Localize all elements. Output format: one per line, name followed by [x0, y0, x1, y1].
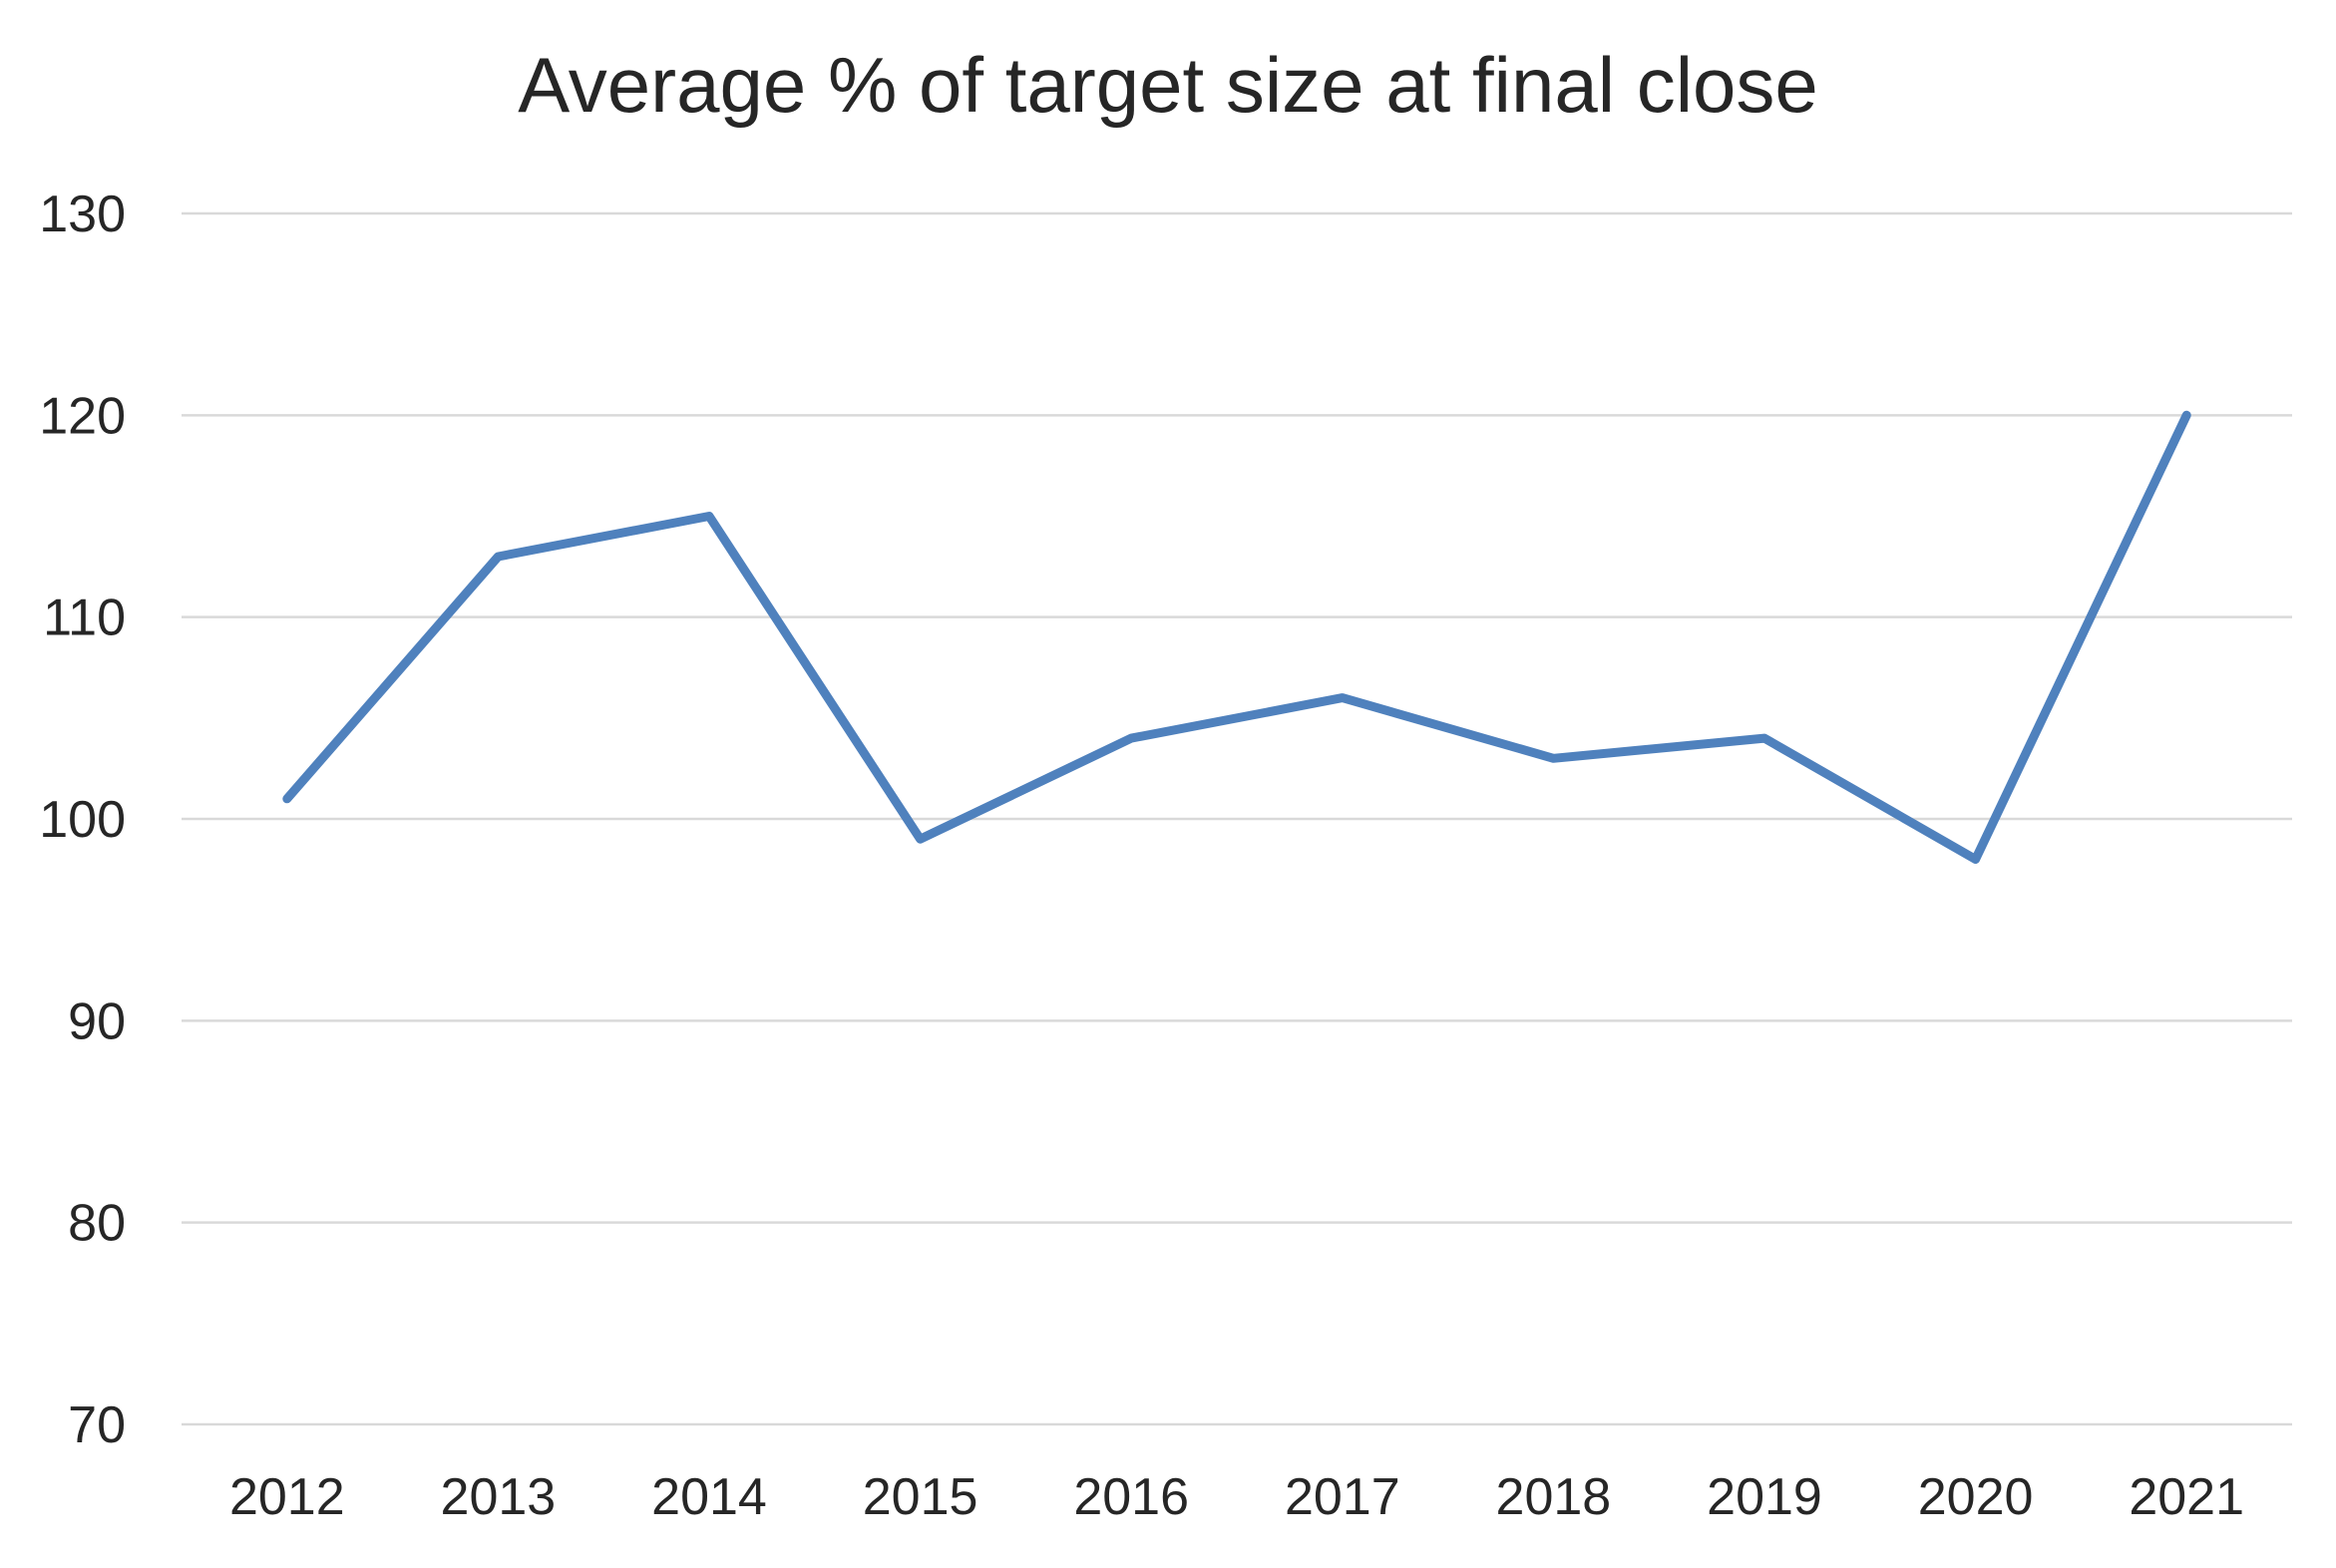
- x-tick-label: 2017: [1285, 1468, 1400, 1526]
- x-tick-label: 2018: [1496, 1468, 1612, 1526]
- chart-title: Average % of target size at final close: [518, 41, 1818, 129]
- y-axis-ticks: 70 80 90 100 110 120 130: [39, 186, 126, 1454]
- x-tick-label: 2021: [2129, 1468, 2244, 1526]
- x-tick-label: 2013: [441, 1468, 557, 1526]
- x-tick-label: 2012: [229, 1468, 345, 1526]
- y-tick-label: 100: [39, 791, 126, 849]
- gridlines: [182, 211, 2292, 1426]
- y-tick-label: 120: [39, 387, 126, 445]
- y-tick-label: 70: [68, 1396, 126, 1454]
- series-layer: [282, 410, 2191, 864]
- x-tick-label: 2015: [863, 1468, 978, 1526]
- y-tick-label: 130: [39, 186, 126, 243]
- x-tick-label: 2020: [1918, 1468, 2034, 1526]
- series-line: [282, 410, 2191, 864]
- y-tick-label: 110: [43, 589, 126, 647]
- x-axis-ticks: 2012 2013 2014 2015 2016 2017 2018 2019 2020 2021: [229, 1468, 2244, 1526]
- x-tick-label: 2014: [651, 1468, 767, 1526]
- y-tick-label: 80: [68, 1195, 126, 1253]
- y-tick-label: 90: [68, 992, 126, 1050]
- x-tick-label: 2016: [1073, 1468, 1189, 1526]
- x-tick-label: 2019: [1707, 1468, 1822, 1526]
